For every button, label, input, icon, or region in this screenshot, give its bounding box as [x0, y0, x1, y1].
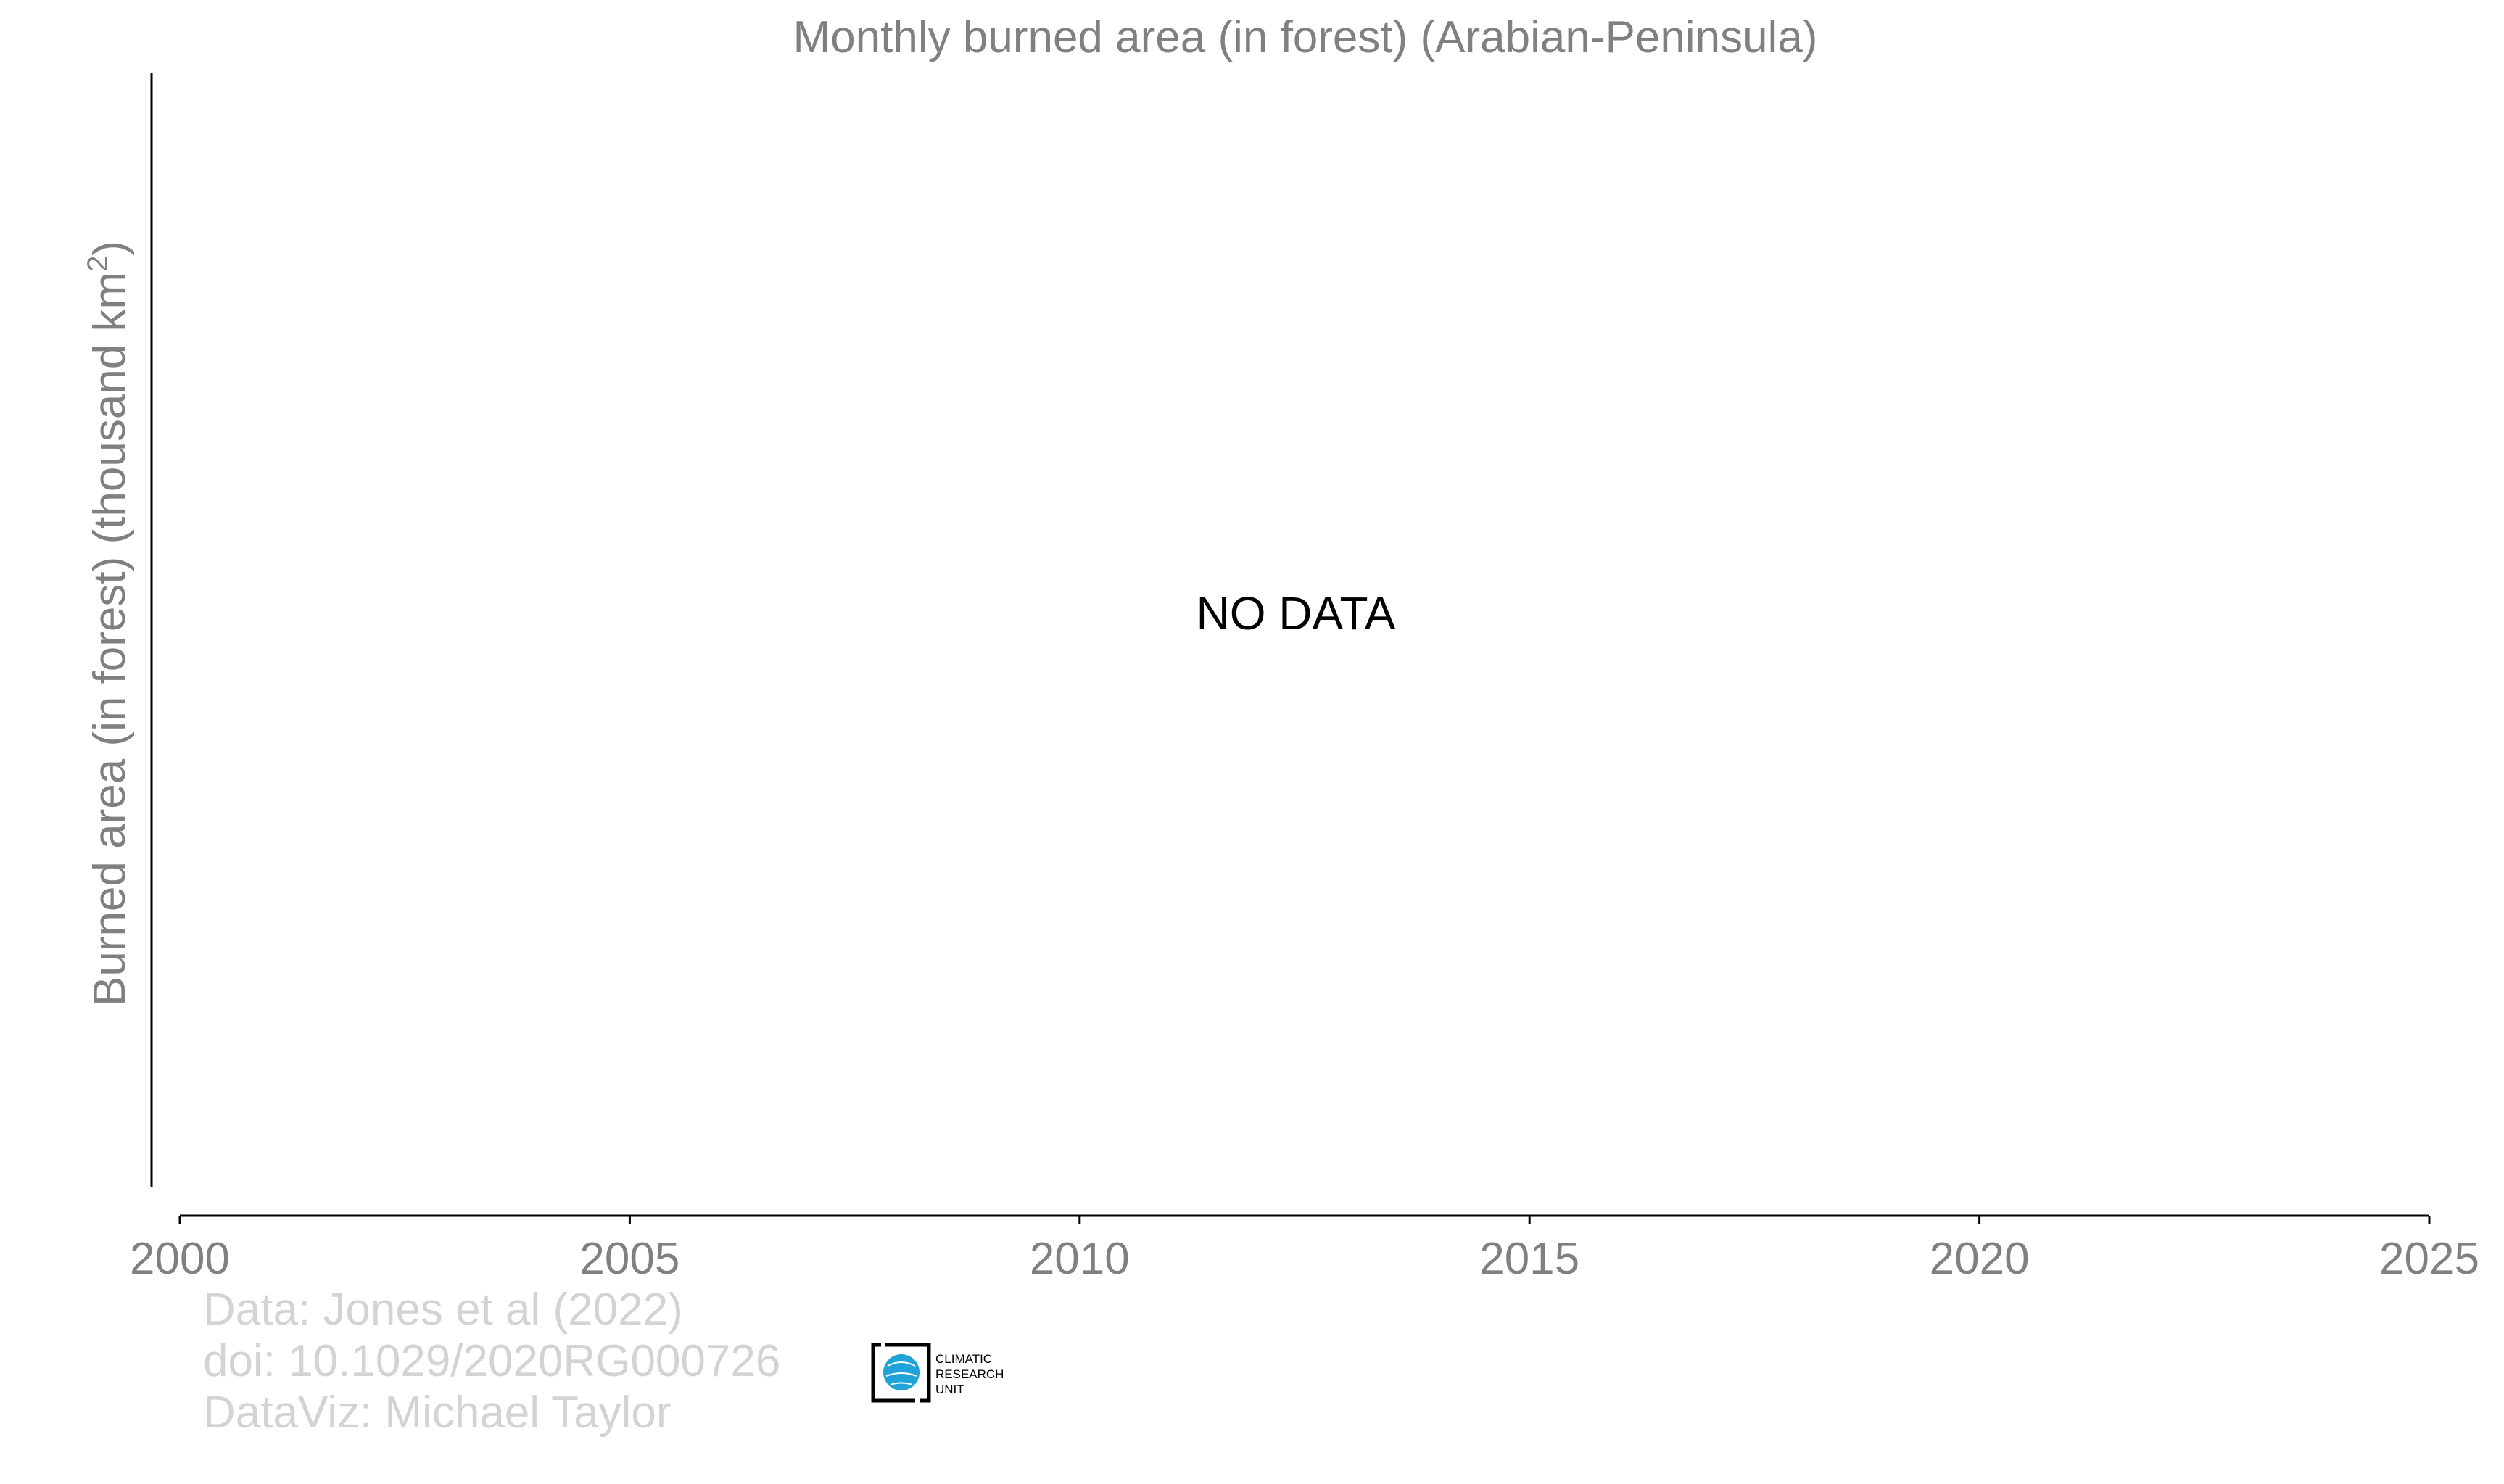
x-axis-ticks: 2000 2005 2010 2015 2020 2025 — [130, 1216, 2479, 1284]
y-axis-label-superscript: 2 — [82, 256, 114, 272]
logo-text-research: RESEARCH — [935, 1367, 1004, 1381]
cru-logo: CLIMATIC RESEARCH UNIT — [871, 1343, 1004, 1403]
y-axis-label-text: Burned area (in forest) (thousand km — [85, 272, 135, 1006]
logo-text-climatic: CLIMATIC — [935, 1352, 992, 1366]
chart-title: Monthly burned area (in forest) (Arabian… — [793, 12, 1818, 62]
logo-text-unit: UNIT — [935, 1383, 964, 1396]
credit-data-source: Data: Jones et al (2022) — [203, 1285, 683, 1335]
x-tick-label: 2005 — [579, 1234, 679, 1284]
x-tick-label: 2010 — [1030, 1234, 1130, 1284]
no-data-annotation: NO DATA — [1197, 587, 1396, 639]
globe-icon-highlight — [885, 1361, 917, 1385]
logo-bracket-left — [871, 1343, 915, 1403]
y-axis-label-close: ) — [85, 241, 135, 256]
credit-dataviz: DataViz: Michael Taylor — [203, 1388, 672, 1438]
credit-doi: doi: 10.1029/2020RG000726 — [203, 1336, 780, 1386]
x-tick-label: 2000 — [130, 1234, 230, 1284]
logo-bracket-right — [885, 1343, 931, 1403]
x-tick-label: 2015 — [1479, 1234, 1579, 1284]
x-tick-label: 2020 — [1930, 1234, 2030, 1284]
y-axis-label: Burned area (in forest) (thousand km2) — [82, 241, 135, 1006]
x-tick-label: 2025 — [2379, 1234, 2479, 1284]
